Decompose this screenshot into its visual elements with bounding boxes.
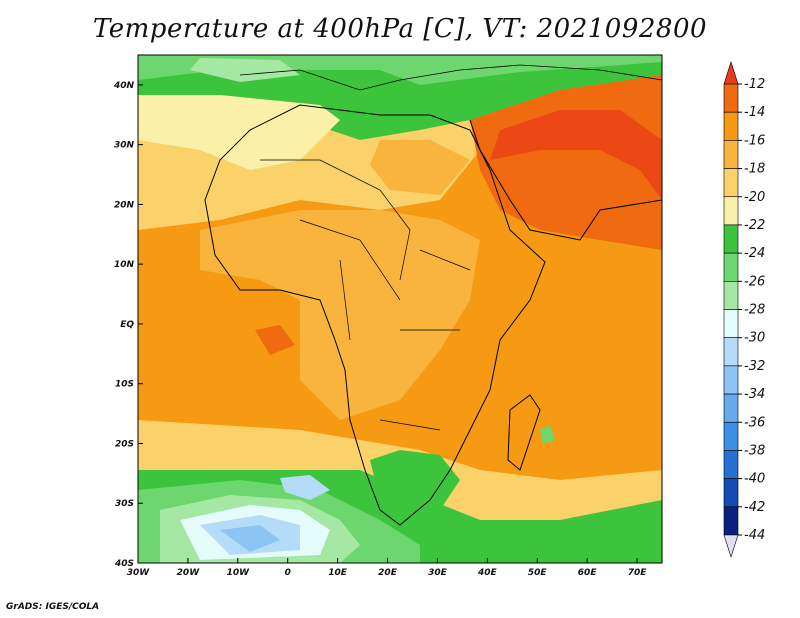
x-tick-label: 0 xyxy=(285,568,291,578)
colorbar: -12 -14 -16 -18 -20 -22 -24 -26 -28 -30 -32 -34 -36 -… xyxy=(723,61,765,558)
x-tick-label: 20E xyxy=(378,568,398,578)
colorbar-swatch xyxy=(723,252,739,282)
y-tick-label: 40N xyxy=(113,81,135,91)
colorbar-swatch xyxy=(723,168,739,198)
colorbar-swatch xyxy=(723,450,739,479)
colorbar-swatch xyxy=(723,83,739,113)
colorbar-label: -22 xyxy=(744,218,765,233)
colorbar-swatch xyxy=(723,281,739,310)
colorbar-label: -12 xyxy=(744,77,765,92)
colorbar-label: -44 xyxy=(744,528,765,543)
colorbar-label: -16 xyxy=(744,133,765,148)
colorbar-label: -36 xyxy=(744,415,765,430)
y-tick-label: 30N xyxy=(114,141,135,151)
colorbar-label: -14 xyxy=(744,105,765,120)
colorbar-label: -26 xyxy=(744,274,765,289)
y-tick-label: EQ xyxy=(120,320,134,330)
colorbar-swatch xyxy=(723,196,739,226)
x-tick-label: 60E xyxy=(578,568,598,578)
colorbar-swatch xyxy=(723,140,739,169)
y-tick-label: 10S xyxy=(115,380,134,390)
colorbar-label: -34 xyxy=(744,387,765,402)
x-tick-label: 40E xyxy=(477,568,498,578)
colorbar-label: -40 xyxy=(744,472,765,487)
colorbar-label: -38 xyxy=(744,443,765,458)
colorbar-swatch xyxy=(723,337,739,367)
colorbar-swatch xyxy=(723,421,739,451)
colorbar-label: -24 xyxy=(744,246,765,261)
chart-title: Temperature at 400hPa [C], VT: 202109280… xyxy=(92,14,708,44)
colorbar-swatch xyxy=(723,224,739,254)
grads-credit: GrADS: IGES/COLA xyxy=(6,602,100,612)
temperature-field xyxy=(138,55,662,563)
colorbar-swatch xyxy=(723,506,739,536)
plot-frame xyxy=(137,54,663,564)
y-tick-label: 40S xyxy=(114,559,134,569)
x-axis: 30W 20W 10W 0 10E 20E 30E 40E 50E 60E 70E xyxy=(127,558,647,578)
y-tick-label: 10N xyxy=(114,260,135,270)
y-axis: 40N 30N 20N 10N EQ 10S 20S 30S 40S xyxy=(113,81,143,569)
x-tick-label: 10W xyxy=(227,568,251,578)
x-tick-label: 30E xyxy=(428,568,448,578)
x-tick-label: 10E xyxy=(328,568,348,578)
x-tick-label: 70E xyxy=(628,568,648,578)
x-tick-label: 20W xyxy=(177,568,201,578)
colorbar-label: -32 xyxy=(744,359,765,374)
x-tick-label: 50E xyxy=(528,568,548,578)
colorbar-swatch xyxy=(723,309,739,338)
colorbar-label: -28 xyxy=(744,303,765,318)
colorbar-label: -42 xyxy=(744,500,765,515)
colorbar-label: -30 xyxy=(744,331,765,346)
colorbar-swatch xyxy=(723,393,739,423)
colorbar-max-arrow xyxy=(723,61,739,85)
colorbar-swatch xyxy=(723,478,739,508)
colorbar-label: -20 xyxy=(744,190,765,205)
colorbar-swatch xyxy=(723,365,739,395)
colorbar-min-arrow xyxy=(723,534,739,558)
colorbar-label: -18 xyxy=(744,162,765,177)
y-tick-label: 30S xyxy=(115,499,134,509)
colorbar-swatch xyxy=(723,111,739,141)
y-tick-label: 20N xyxy=(114,200,135,210)
x-tick-label: 30W xyxy=(127,568,151,578)
y-tick-label: 20S xyxy=(115,439,134,449)
